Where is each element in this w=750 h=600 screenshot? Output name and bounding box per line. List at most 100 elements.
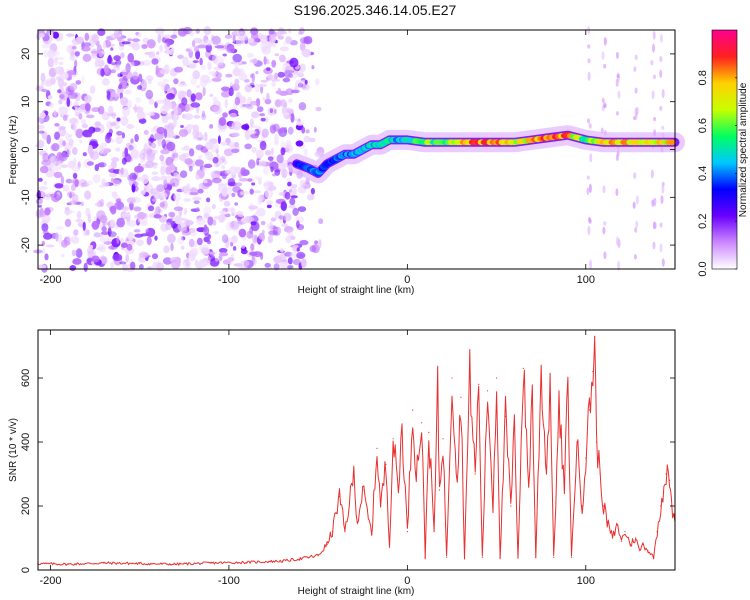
noise-speckle bbox=[63, 114, 68, 121]
snr-point bbox=[335, 511, 337, 513]
noise-speckle bbox=[318, 239, 322, 249]
noise-speckle bbox=[124, 89, 132, 95]
noise-speckle bbox=[151, 149, 158, 154]
noise-speckle bbox=[195, 174, 200, 181]
snr-point bbox=[456, 479, 458, 481]
noise-speckle bbox=[257, 194, 264, 202]
noise-speckle bbox=[40, 81, 45, 86]
snr-point bbox=[401, 425, 403, 427]
noise-speckle bbox=[280, 147, 286, 156]
noise-speckle bbox=[173, 193, 182, 201]
noise-speckle bbox=[660, 195, 664, 205]
noise-speckle bbox=[222, 112, 228, 118]
noise-speckle bbox=[276, 154, 284, 164]
noise-speckle bbox=[160, 165, 166, 176]
noise-speckle bbox=[98, 51, 104, 58]
noise-speckle bbox=[89, 85, 96, 94]
noise-speckle bbox=[169, 163, 176, 171]
noise-speckle bbox=[173, 206, 184, 211]
noise-speckle bbox=[52, 161, 63, 171]
noise-speckle bbox=[238, 178, 249, 182]
noise-speckle bbox=[616, 236, 619, 246]
noise-speckle bbox=[84, 95, 92, 104]
noise-speckle bbox=[278, 191, 285, 196]
noise-speckle bbox=[37, 124, 45, 130]
noise-speckle bbox=[269, 124, 277, 134]
noise-speckle bbox=[204, 39, 214, 46]
noise-speckle bbox=[111, 157, 120, 163]
noise-speckle bbox=[246, 105, 254, 110]
noise-speckle bbox=[259, 140, 267, 151]
noise-speckle bbox=[602, 226, 606, 235]
noise-speckle bbox=[203, 163, 213, 169]
noise-speckle bbox=[41, 43, 52, 49]
noise-speckle bbox=[103, 64, 109, 74]
snr-point bbox=[433, 531, 435, 533]
snr-point bbox=[611, 537, 614, 539]
noise-speckle bbox=[227, 207, 236, 212]
noise-speckle bbox=[151, 176, 161, 182]
noise-speckle bbox=[231, 83, 240, 91]
noise-speckle bbox=[255, 207, 266, 217]
noise-speckle bbox=[94, 58, 99, 68]
noise-speckle bbox=[271, 59, 277, 68]
noise-speckle bbox=[212, 219, 217, 226]
noise-speckle bbox=[249, 188, 254, 195]
noise-speckle bbox=[120, 167, 124, 175]
snr-point bbox=[362, 489, 364, 491]
noise-speckle bbox=[145, 89, 154, 100]
noise-speckle bbox=[48, 102, 54, 109]
noise-speckle bbox=[223, 148, 234, 157]
noise-speckle bbox=[78, 113, 83, 120]
noise-speckle bbox=[145, 160, 155, 169]
noise-speckle bbox=[170, 113, 180, 121]
snr-point bbox=[246, 561, 248, 563]
noise-speckle bbox=[166, 141, 176, 152]
noise-speckle bbox=[268, 34, 277, 44]
noise-speckle bbox=[617, 260, 621, 271]
noise-speckle bbox=[170, 34, 178, 39]
noise-speckle bbox=[136, 177, 142, 181]
noise-speckle bbox=[225, 239, 230, 249]
noise-speckle bbox=[278, 161, 286, 171]
noise-speckle bbox=[222, 53, 227, 57]
noise-speckle bbox=[285, 235, 292, 244]
noise-speckle bbox=[284, 191, 291, 200]
noise-speckle bbox=[240, 260, 250, 267]
noise-speckle-layer bbox=[33, 25, 665, 273]
noise-speckle bbox=[160, 84, 171, 92]
noise-speckle bbox=[72, 147, 78, 155]
noise-speckle bbox=[240, 167, 247, 177]
noise-speckle bbox=[96, 44, 102, 54]
noise-speckle bbox=[587, 44, 591, 49]
noise-speckle bbox=[632, 201, 636, 209]
noise-speckle bbox=[115, 136, 123, 145]
noise-speckle bbox=[271, 147, 274, 156]
noise-speckle bbox=[126, 243, 133, 251]
snr-point bbox=[380, 505, 382, 507]
noise-speckle bbox=[192, 196, 202, 201]
noise-speckle bbox=[615, 188, 619, 196]
snr-point bbox=[594, 335, 596, 337]
noise-speckle bbox=[110, 90, 119, 98]
noise-speckle bbox=[179, 170, 188, 178]
noise-speckle bbox=[272, 173, 277, 177]
noise-speckle bbox=[211, 77, 222, 82]
noise-speckle bbox=[602, 185, 606, 194]
noise-speckle bbox=[147, 205, 155, 212]
noise-speckle bbox=[49, 51, 58, 55]
noise-speckle bbox=[84, 32, 90, 41]
noise-speckle bbox=[68, 92, 78, 99]
noise-speckle bbox=[198, 154, 203, 160]
noise-speckle bbox=[118, 45, 125, 51]
noise-speckle bbox=[57, 89, 62, 94]
noise-speckle bbox=[209, 171, 214, 176]
noise-speckle bbox=[69, 200, 78, 205]
snr-point bbox=[581, 505, 583, 507]
noise-speckle bbox=[151, 171, 158, 175]
noise-speckle bbox=[259, 160, 267, 167]
noise-speckle bbox=[69, 265, 77, 271]
noise-speckle bbox=[164, 42, 168, 52]
noise-speckle bbox=[238, 73, 248, 81]
